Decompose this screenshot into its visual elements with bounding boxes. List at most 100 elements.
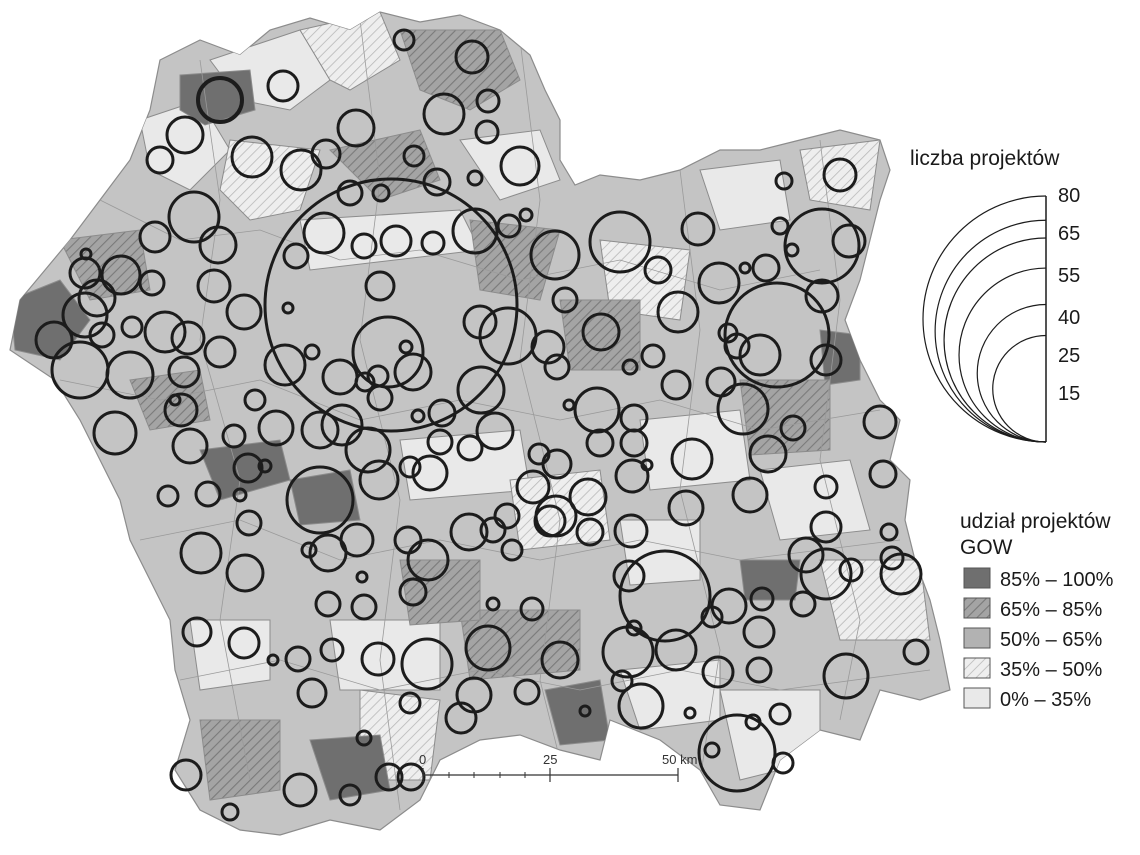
project-circle	[282, 242, 310, 270]
legend-label-65-85: 65% – 85%	[1000, 599, 1103, 621]
project-circle	[813, 474, 839, 500]
project-circle	[697, 713, 777, 793]
project-circle	[170, 320, 206, 356]
project-circle	[279, 148, 323, 192]
project-circle	[257, 458, 273, 474]
project-circle	[902, 638, 930, 666]
project-circle	[475, 411, 515, 451]
size-legend-arcs	[922, 195, 1047, 443]
project-circle	[355, 570, 369, 584]
project-circle	[230, 135, 274, 179]
project-circle	[257, 409, 295, 447]
project-circle	[263, 343, 307, 387]
project-circle	[562, 398, 576, 412]
share-legend-title-line2: GOW	[960, 536, 1013, 559]
project-circle	[654, 628, 698, 672]
muni-light	[759, 459, 871, 541]
project-circle	[738, 333, 782, 377]
muni-hatch-dark	[559, 299, 641, 371]
project-circle	[551, 286, 579, 314]
project-circle	[422, 92, 466, 136]
project-circle	[519, 596, 545, 622]
project-circle	[400, 637, 454, 691]
project-circle	[809, 343, 843, 377]
project-circle	[493, 502, 521, 530]
project-circle	[167, 190, 221, 244]
project-circle	[350, 593, 378, 621]
project-circle	[167, 355, 201, 389]
project-circle	[697, 261, 741, 305]
project-circle	[319, 637, 345, 663]
project-circle	[529, 229, 581, 281]
muni-hatch-dark	[199, 719, 281, 801]
project-circle	[540, 640, 580, 680]
project-circle	[879, 522, 899, 542]
project-circle	[351, 315, 425, 389]
project-circle	[88, 321, 116, 349]
project-circle	[165, 115, 205, 155]
project-circle	[336, 108, 376, 148]
legend-swatch-50-65	[963, 627, 991, 649]
muni-light	[699, 159, 791, 231]
project-circle	[789, 590, 817, 618]
project-circle	[496, 213, 522, 239]
project-circle	[194, 480, 222, 508]
project-circle	[533, 504, 567, 538]
project-circle	[723, 281, 831, 389]
size-legend-arc	[992, 334, 1047, 443]
project-circle	[518, 207, 534, 223]
project-circle	[640, 343, 666, 369]
muni-hatch-light	[799, 139, 881, 211]
project-circle	[302, 211, 346, 255]
scale-label-25: 25	[543, 752, 557, 767]
project-circle	[232, 487, 248, 503]
project-circle	[420, 230, 446, 256]
size-legend-arc	[958, 267, 1047, 443]
project-circle	[643, 255, 673, 285]
project-circle	[466, 169, 484, 187]
project-circle	[338, 783, 362, 807]
project-circle	[768, 702, 792, 726]
project-circle	[410, 408, 426, 424]
size-legend-arc	[922, 195, 1047, 443]
project-circle	[303, 343, 321, 361]
project-circle	[285, 465, 355, 535]
project-circle	[464, 624, 512, 672]
project-circle	[613, 513, 649, 549]
project-circle	[227, 626, 261, 660]
project-circle	[515, 469, 551, 505]
project-circle	[779, 414, 807, 442]
project-circle	[366, 384, 394, 412]
project-circle	[168, 393, 182, 407]
project-circle	[320, 403, 364, 447]
legend-label-35-50: 35% – 50%	[1000, 659, 1103, 681]
project-circle	[156, 484, 180, 508]
project-circle	[198, 225, 238, 265]
project-circle	[232, 452, 264, 484]
project-circle	[169, 758, 203, 792]
project-circle	[717, 322, 739, 344]
project-circle	[701, 655, 735, 689]
project-circle	[475, 88, 501, 114]
project-circle	[573, 386, 621, 434]
project-circle	[398, 455, 422, 479]
project-circle	[296, 677, 328, 709]
project-circle	[879, 552, 923, 596]
project-circle	[396, 762, 426, 792]
project-circle	[364, 270, 396, 302]
project-circle	[120, 315, 144, 339]
legend-swatch-35-50	[963, 657, 991, 679]
project-circle	[196, 268, 232, 304]
project-circle	[683, 706, 697, 720]
project-circle	[92, 410, 138, 456]
project-circle	[499, 145, 541, 187]
project-circle	[822, 652, 870, 700]
project-circle	[614, 458, 650, 494]
project-circle	[456, 365, 506, 415]
project-circle	[374, 762, 404, 792]
project-circle	[449, 512, 489, 552]
muni-hatch-light	[819, 559, 931, 641]
project-circle	[748, 434, 788, 474]
muni-dark	[739, 559, 801, 601]
